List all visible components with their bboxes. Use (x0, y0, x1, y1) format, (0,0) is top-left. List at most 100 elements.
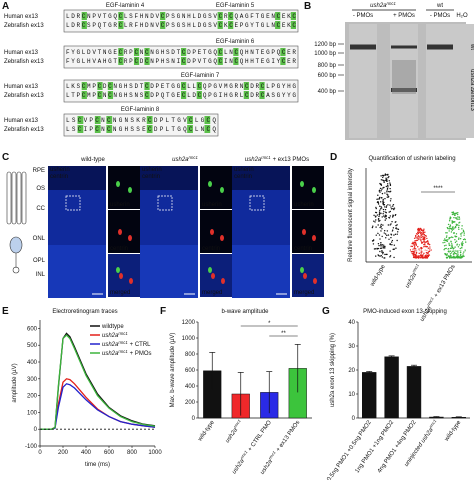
cell-point (381, 244, 384, 246)
cysteine-highlight (97, 91, 103, 99)
cell-point (378, 234, 381, 236)
lane-label: - PMOs (353, 13, 373, 19)
cell-point (461, 228, 463, 230)
cysteine-highlight (77, 125, 84, 133)
cell-point (413, 241, 416, 244)
layer-label: INL (36, 272, 46, 278)
channel-label: centrin (294, 246, 312, 252)
label-part: rmc1 (118, 331, 127, 336)
label-part: ush2a (245, 157, 262, 163)
cell-point (375, 211, 378, 214)
cell-point (420, 255, 422, 257)
cell-point (453, 232, 455, 234)
label-part: ush2a (172, 157, 189, 163)
cell-point (377, 224, 379, 226)
cell-point (373, 214, 375, 217)
panel-label: D (330, 152, 337, 163)
cell-point (394, 233, 397, 236)
cysteine-highlight (204, 116, 211, 124)
cell-point (454, 256, 457, 258)
gel-band (391, 45, 417, 49)
cell-point (389, 224, 391, 226)
cell-point (424, 238, 426, 240)
x-tick-label: 1000 (148, 450, 162, 456)
cell-point (461, 245, 463, 247)
cell-point (371, 240, 374, 242)
cysteine-highlight (217, 57, 223, 65)
cell-point (379, 212, 381, 214)
cell-point (453, 252, 455, 255)
cell-point (379, 255, 381, 257)
cell-point (389, 187, 391, 190)
cell-point (380, 206, 382, 208)
cell-point (461, 256, 464, 258)
label-part: ush2a (102, 333, 119, 339)
cell-point (388, 190, 390, 193)
cell-point (387, 234, 390, 236)
gel-lane (349, 24, 377, 138)
cell-point (446, 256, 449, 259)
domain-title: EGF-laminin 5 (216, 3, 255, 9)
cell-point (394, 213, 397, 216)
cysteine-highlight (217, 48, 223, 56)
cell-point (425, 245, 428, 248)
cell-point (443, 248, 445, 251)
significance: * (268, 321, 271, 327)
cell-point (387, 194, 389, 196)
cell-point (377, 232, 379, 235)
cell-point (390, 208, 393, 210)
y-tick-label: 800 (185, 352, 196, 358)
cell-point (455, 253, 458, 255)
bar (362, 372, 377, 419)
cell-point (421, 229, 423, 231)
x-tick-label: 800 (127, 450, 138, 456)
cell-point (456, 250, 458, 252)
micrograph-layer (48, 166, 106, 190)
cell-point (447, 223, 450, 226)
cell-point (427, 251, 429, 254)
cell-point (390, 233, 392, 235)
cell-point (387, 186, 389, 188)
cell-point (444, 247, 446, 250)
gel-band (350, 44, 376, 50)
cell-point (413, 244, 415, 247)
cell-point (457, 253, 459, 256)
cell-point (383, 257, 385, 259)
cell-point (456, 218, 458, 221)
y-tick-label: -100 (25, 444, 38, 450)
cell-point (461, 225, 463, 227)
signal (300, 267, 304, 273)
ladder-label: 400 bp (318, 89, 337, 95)
cysteine-highlight (144, 91, 150, 99)
cell-point (450, 245, 453, 247)
y-tick-label: 500 (27, 343, 38, 349)
cell-point (385, 217, 387, 220)
cell-point (423, 236, 425, 239)
cell-point (378, 214, 381, 216)
cell-point (376, 198, 378, 200)
cell-point (420, 234, 422, 236)
cell-point (464, 238, 466, 241)
y-tick-label: 10 (348, 392, 355, 398)
signal (208, 181, 212, 187)
cell-point (461, 232, 463, 234)
cell-point (448, 220, 451, 222)
chart-title: Quantification of usherin labeling (368, 156, 455, 162)
sequence: FYGLHVAHGTCRPCDCNPHSNICDPVTGQCINCQHHTEGI… (66, 58, 296, 65)
y-axis-title: Relative fluorescent signal intensity (348, 168, 354, 262)
cell-point (385, 180, 388, 182)
lane-label: - PMOs (430, 13, 450, 19)
cell-point (379, 201, 382, 203)
cell-point (377, 203, 380, 205)
cysteine-highlight (243, 91, 249, 99)
cell-point (386, 193, 388, 195)
cell-point (414, 246, 416, 248)
cell-point (379, 191, 381, 193)
sequence: FYGLDVTNGECRPCNCNGHSDTCDPETGQCLNCQHNTEGP… (66, 49, 296, 56)
cell-point (387, 196, 389, 198)
cell-point (412, 253, 414, 255)
signal (118, 229, 122, 235)
cell-point (385, 185, 388, 188)
cell-point (427, 242, 430, 244)
cell-point (423, 228, 425, 230)
